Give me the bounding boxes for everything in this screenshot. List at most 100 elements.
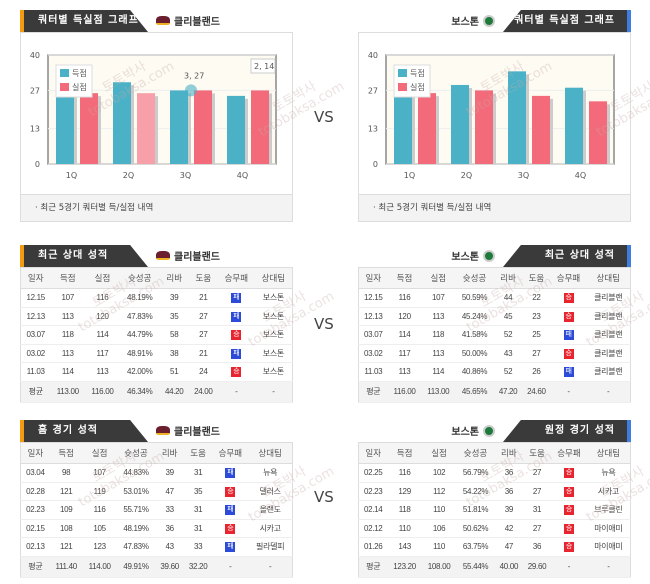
cell-2: 102 (421, 463, 457, 483)
stats-table-panel-right: 최근 상대 성적 보스톤 일자 득점 실점 슛성공 리바 도움 승무패 상대팀 12.15 116 10… (358, 245, 650, 403)
cell-2: 112 (421, 482, 457, 501)
cell-0: 02.28 (20, 482, 50, 501)
tooltip-label: 2, 14 (254, 62, 274, 71)
legend-swatch (398, 83, 407, 91)
vs-label: VS (314, 108, 334, 126)
boston-logo-icon (483, 14, 495, 27)
cell-3: 51.81% (456, 500, 495, 520)
x-tick-label: 2Q (123, 171, 134, 180)
cell-2: 119 (82, 482, 117, 501)
bar-allowed-2Q (475, 90, 493, 164)
cell-2: 107 (82, 463, 117, 483)
legend-swatch (60, 69, 69, 77)
cell-4: 39 (155, 463, 184, 483)
vs-label: VS (314, 488, 334, 506)
average-row: 평균 111.40 114.00 49.91% 39.60 32.20- - (20, 556, 293, 578)
avg-cell: 108.00 (421, 556, 457, 578)
avg-cell: - (586, 556, 631, 578)
team-label: 클리블랜드 (156, 248, 220, 263)
win-badge: 승 (563, 505, 574, 516)
cell-4: 42 (494, 519, 523, 538)
avg-cell: 113.00 (421, 381, 456, 403)
cell-2: 116 (85, 288, 120, 308)
cell-7: 클리블랜 (586, 307, 631, 326)
x-tick-label: 2Q (461, 171, 472, 180)
cell-6: 승 (212, 519, 249, 538)
cell-3: 55.71% (116, 500, 156, 520)
average-row: 평균 123.20 108.00 55.44% 40.00 29.60- - (358, 556, 631, 578)
table-row: 03.02 113 117 48.91% 38 21 패 보스톤 (20, 344, 293, 363)
stats-table-panel-right: 원정 경기 성적 보스톤 일자 득점 실점 슛성공 리바 도움 승무패 상대팀 02.25 116 10… (358, 420, 650, 578)
win-badge: 승 (231, 367, 242, 378)
cleveland-logo-icon (156, 251, 170, 260)
cell-7: 클리블랜 (586, 362, 631, 382)
stats-table-panel-left: 홈 경기 성적 클리블랜드 일자 득점 실점 슛성공 리바 도움 승무패 상대팀 03.04 98 10… (20, 420, 337, 578)
cell-0: 11.03 (20, 362, 51, 382)
cell-7: 보스톤 (254, 288, 293, 308)
y-tick-label: 0 (373, 160, 378, 169)
cell-6: 패 (212, 537, 249, 557)
cell-4: 51 (159, 362, 189, 382)
cell-7: 시카고 (248, 519, 293, 538)
cell-1: 143 (387, 537, 422, 557)
cell-5: 22 (522, 288, 551, 308)
y-tick-label: 13 (30, 125, 40, 134)
cell-4: 39 (159, 288, 189, 308)
cell-4: 36 (155, 519, 184, 538)
cell-2: 116 (82, 500, 117, 520)
section-header: 원정 경기 성적 (503, 420, 631, 442)
bar-score-2Q (113, 82, 131, 164)
cell-6: 패 (217, 288, 255, 308)
quarter-chart-panel-left: 쿼터별 득실점 그래프 클리블랜드 0 13 27 40 1Q 2Q 3Q 4Q 득점 실점 3, 27… (20, 10, 347, 222)
loss-badge: 패 (225, 468, 236, 479)
cell-0: 12.13 (20, 307, 51, 326)
cell-6: 승 (212, 482, 249, 501)
cell-0: 02.14 (358, 500, 388, 520)
cell-2: 113 (85, 362, 120, 382)
bar-allowed-1Q (80, 93, 98, 164)
avg-cell: 111.40 (49, 556, 83, 578)
table-row: 03.07 118 114 44.79% 58 27 승 보스톤 (20, 325, 293, 345)
column-header: 리바 (159, 267, 189, 289)
table-row: 03.04 98 107 44.83% 39 31 패 뉴욕 (20, 463, 293, 483)
cell-7: 보스톤 (254, 362, 293, 382)
table-row: 02.25 116 102 56.79% 36 27 승 뉴욕 (358, 463, 631, 483)
cell-7: 보스톤 (254, 307, 293, 326)
table-row: 02.13 121 123 47.83% 43 33 패 필라델피 (20, 537, 293, 557)
cell-4: 52 (493, 362, 523, 382)
bar-allowed-3Q (532, 95, 550, 164)
cell-5: 27 (188, 325, 218, 345)
table-row: 03.07 114 118 41.58% 52 25 패 클리블랜 (358, 325, 631, 345)
cell-5: 21 (188, 344, 218, 363)
bar-score-1Q (56, 93, 74, 164)
cell-1: 120 (387, 307, 422, 326)
cell-0: 03.02 (20, 344, 51, 363)
column-header: 일자 (358, 267, 388, 289)
average-row: 평균 113.00 116.00 46.34% 44.20 24.00- - (20, 381, 293, 403)
cell-6: 승 (551, 519, 587, 538)
cell-6: 승 (551, 482, 587, 501)
table-row: 12.15 116 107 50.59% 44 22 승 클리블랜 (358, 288, 631, 308)
cell-1: 114 (50, 362, 86, 382)
cell-6: 승 (551, 463, 587, 483)
cell-3: 45.24% (455, 307, 494, 326)
cell-4: 44 (493, 288, 523, 308)
loss-badge: 패 (231, 293, 242, 304)
win-badge: 승 (563, 486, 574, 497)
column-header: 리바 (493, 267, 523, 289)
table-row: 12.13 113 120 47.83% 35 27 패 보스톤 (20, 307, 293, 326)
team-name: 보스톤 (451, 252, 479, 263)
chart-box: 0 13 27 40 1Q 2Q 3Q 4Q 득점 실점 · 최근 5경기 쿼터별 득/실점 내역 (358, 32, 631, 222)
cell-3: 48.91% (119, 344, 160, 363)
table-header-row: 일자 득점 실점 슛성공 리바 도움 승무패 상대팀 (358, 442, 631, 464)
cell-1: 107 (50, 288, 86, 308)
bar-score-4Q (565, 87, 583, 164)
win-badge: 승 (225, 486, 236, 497)
cell-1: 113 (50, 344, 86, 363)
column-header: 상대팀 (586, 442, 631, 464)
column-header: 리바 (494, 442, 523, 464)
section-header: 최근 상대 성적 (503, 245, 631, 267)
win-badge: 승 (563, 311, 574, 322)
bar-allowed-2Q (137, 93, 155, 164)
y-tick-label: 27 (368, 86, 378, 95)
